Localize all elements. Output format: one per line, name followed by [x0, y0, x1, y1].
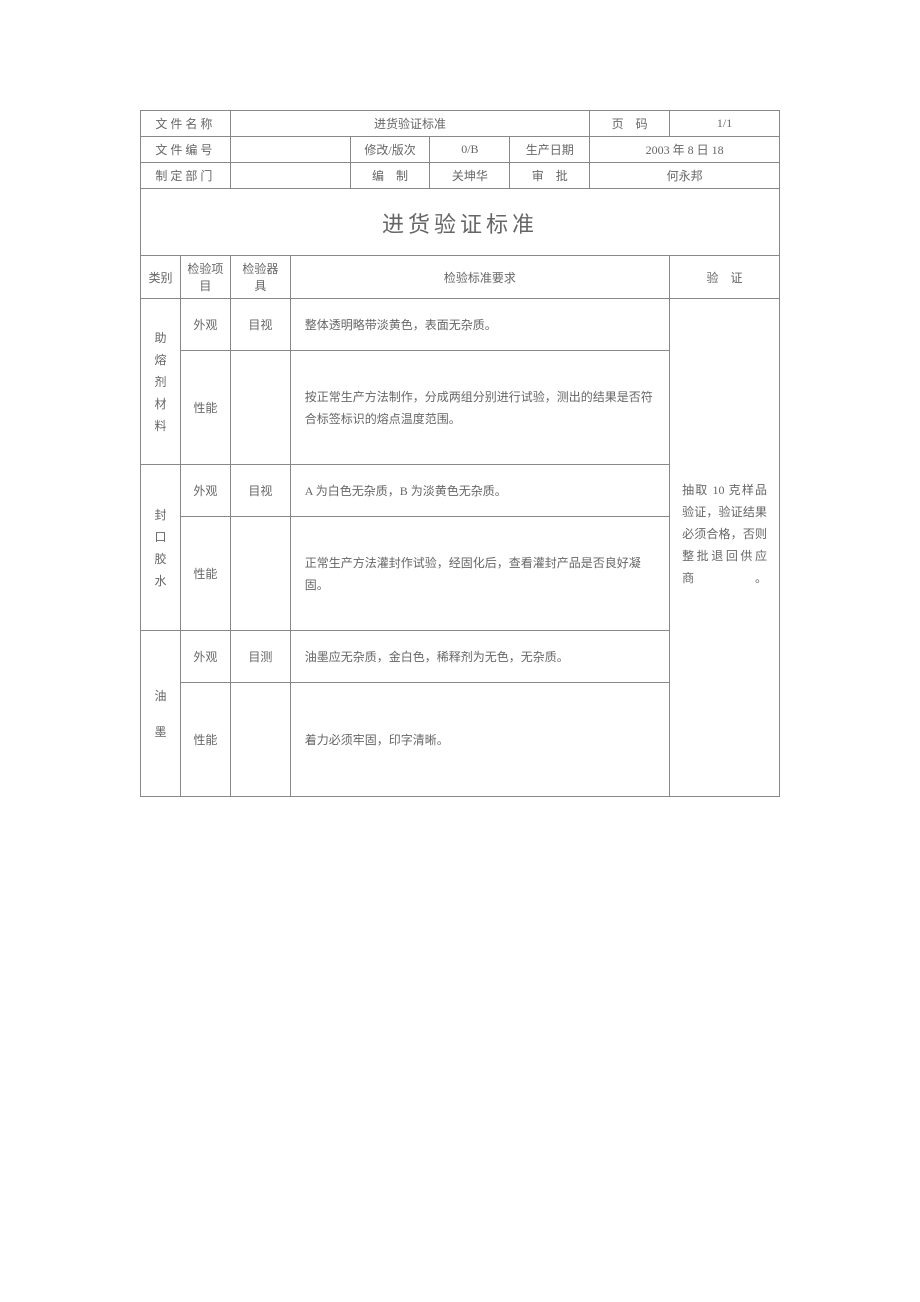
category-cell-1: 助熔剂材料 [141, 299, 181, 465]
item-cell: 性能 [180, 517, 230, 631]
file-name-label: 文件名称 [141, 111, 231, 137]
item-cell: 性能 [180, 351, 230, 465]
category-cell-3: 油墨 [141, 631, 181, 797]
page-label: 页 码 [590, 111, 670, 137]
col-category: 类别 [141, 256, 181, 299]
instrument-cell [230, 683, 290, 797]
dept-label: 制定部门 [141, 163, 231, 189]
col-item: 检验项目 [180, 256, 230, 299]
approve-value: 何永邦 [590, 163, 780, 189]
category-text-3: 油墨 [153, 678, 167, 750]
page-value: 1/1 [670, 111, 780, 137]
title-row: 进货验证标准 [141, 189, 780, 256]
requirement-cell: 着力必须牢固，印字清晰。 [290, 683, 669, 797]
item-cell: 外观 [180, 299, 230, 351]
requirement-cell: 正常生产方法灌封作试验，经固化后，查看灌封产品是否良好凝固。 [290, 517, 669, 631]
revision-value: 0/B [430, 137, 510, 163]
category-cell-2: 封口胶水 [141, 465, 181, 631]
item-cell: 外观 [180, 465, 230, 517]
document-title: 进货验证标准 [141, 189, 780, 256]
instrument-cell: 目视 [230, 299, 290, 351]
requirement-cell: 油墨应无杂质，金白色，稀释剂为无色，无杂质。 [290, 631, 669, 683]
instrument-cell: 目视 [230, 465, 290, 517]
category-text-1: 助熔剂材料 [153, 327, 167, 437]
file-no-label: 文件编号 [141, 137, 231, 163]
verify-text: 抽取 10 克样品验证，验证结果必须合格，否则整批退回供应商。 [682, 479, 767, 589]
col-requirement: 检验标准要求 [290, 256, 669, 299]
dept-value [230, 163, 350, 189]
verify-cell: 抽取 10 克样品验证，验证结果必须合格，否则整批退回供应商。 [670, 299, 780, 797]
category-text-2: 封口胶水 [153, 504, 167, 592]
header-row-3: 制定部门 编 制 关坤华 审 批 何永邦 [141, 163, 780, 189]
col-verify: 验 证 [670, 256, 780, 299]
approve-label: 审 批 [510, 163, 590, 189]
requirement-cell: 整体透明略带淡黄色，表面无杂质。 [290, 299, 669, 351]
main-table: 文件名称 进货验证标准 页 码 1/1 文件编号 修改/版次 0/B 生产日期 … [140, 110, 780, 797]
table-row: 助熔剂材料 外观 目视 整体透明略带淡黄色，表面无杂质。 抽取 10 克样品验证… [141, 299, 780, 351]
header-row-1: 文件名称 进货验证标准 页 码 1/1 [141, 111, 780, 137]
instrument-cell [230, 351, 290, 465]
instrument-cell [230, 517, 290, 631]
compile-value: 关坤华 [430, 163, 510, 189]
header-row-2: 文件编号 修改/版次 0/B 生产日期 2003 年 8 日 18 [141, 137, 780, 163]
item-cell: 外观 [180, 631, 230, 683]
col-instrument: 检验器具 [230, 256, 290, 299]
prod-date-label: 生产日期 [510, 137, 590, 163]
item-cell: 性能 [180, 683, 230, 797]
file-no-value [230, 137, 350, 163]
instrument-cell: 目测 [230, 631, 290, 683]
compile-label: 编 制 [350, 163, 430, 189]
column-header-row: 类别 检验项目 检验器具 检验标准要求 验 证 [141, 256, 780, 299]
document-container: 文件名称 进货验证标准 页 码 1/1 文件编号 修改/版次 0/B 生产日期 … [140, 110, 780, 797]
revision-label: 修改/版次 [350, 137, 430, 163]
requirement-cell: A 为白色无杂质，B 为淡黄色无杂质。 [290, 465, 669, 517]
requirement-cell: 按正常生产方法制作，分成两组分别进行试验，测出的结果是否符合标签标识的熔点温度范… [290, 351, 669, 465]
prod-date-value: 2003 年 8 日 18 [590, 137, 780, 163]
file-name-value: 进货验证标准 [230, 111, 589, 137]
